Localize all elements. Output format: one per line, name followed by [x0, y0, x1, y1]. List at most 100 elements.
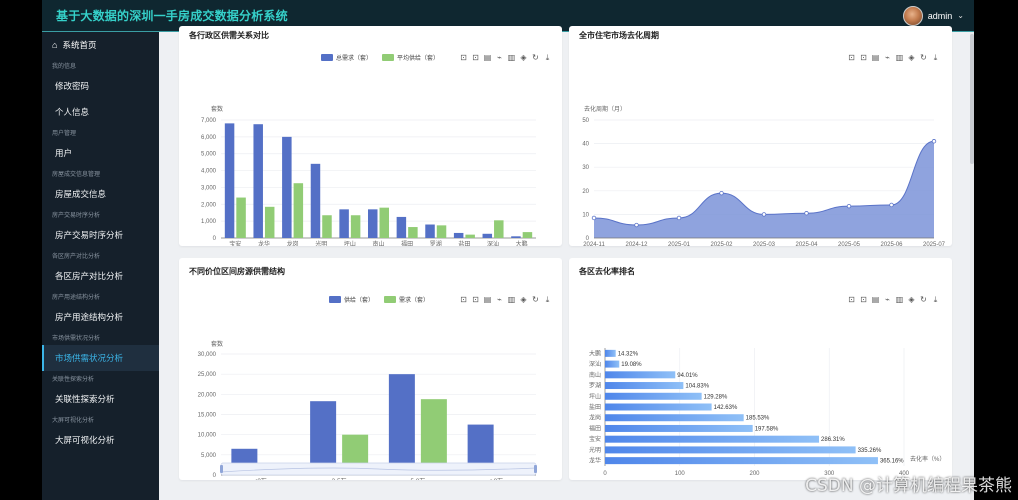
chart-legend[interactable]: 总需求（套） 平均供给（套） [321, 53, 439, 62]
data-label: 129.28% [704, 394, 728, 400]
toolbox-icon-0[interactable]: ⊡ [460, 295, 467, 304]
chart-toolbox[interactable]: ⊡ ⊡ ▤ ⌁ ▥ ◈ ↻ ⤓ [459, 53, 552, 63]
toolbox-icon-0[interactable]: ⊡ [848, 295, 855, 304]
toolbox-icon-2[interactable]: ▤ [483, 53, 492, 62]
toolbox-icon-6[interactable]: ↻ [532, 295, 539, 304]
data-label: 335.26% [858, 448, 882, 454]
toolbox-icon-0[interactable]: ⊡ [460, 53, 467, 62]
area-chart: 去化周期（月） 0 10 20 30 40 50 2024-11 2024-12 2025-01 2… [582, 105, 945, 246]
y-tick-label: 30,000 [198, 352, 217, 358]
legend-item[interactable]: 供给（套） [329, 295, 374, 304]
toolbox-icon-4[interactable]: ▥ [507, 295, 516, 304]
chevron-down-icon[interactable]: ⌄ [957, 11, 964, 20]
toolbox-icon-1[interactable]: ⊡ [472, 53, 479, 62]
y-tick-label: 15,000 [198, 413, 217, 419]
y-tick-label: 25,000 [198, 372, 217, 378]
y-tick-label: 福田 [589, 424, 601, 432]
sidebar-item-7-0[interactable]: 关联性探索分析 [55, 394, 115, 404]
datazoom-handle-left [220, 465, 223, 473]
horizontal-bar-chart: 0 100 200 300 400 去化率（%） 大鹏 14.32% 深汕 19.08% 南山 94.… [589, 348, 945, 477]
sidebar-group-label: 关联性探索分析 [52, 377, 95, 383]
toolbox-icon-6[interactable]: ↻ [532, 53, 539, 62]
toolbox-icon-7[interactable]: ⤓ [933, 295, 938, 304]
x-tick-label: 2024-11 [583, 242, 605, 246]
toolbox-icon-3[interactable]: ⌁ [497, 53, 502, 62]
sidebar-item-0-1[interactable]: 个人信息 [55, 107, 90, 117]
chart-toolbox[interactable]: ⊡ ⊡ ▤ ⌁ ▥ ◈ ↻ ⤓ [847, 53, 940, 63]
toolbox-icon-1[interactable]: ⊡ [860, 295, 867, 304]
toolbox-icon-6[interactable]: ↻ [920, 53, 927, 62]
user-menu[interactable]: admin ⌄ [902, 5, 964, 26]
y-tick-label: 2,000 [201, 202, 217, 208]
y-tick-label: 龙华 [589, 457, 601, 465]
x-tick-label: 5-8万 [411, 478, 426, 480]
toolbox-icon-5[interactable]: ◈ [908, 295, 915, 304]
username[interactable]: admin [927, 10, 953, 21]
y-tick-label: 深汕 [589, 360, 601, 368]
sidebar-item-0-0[interactable]: 修改密码 [55, 81, 90, 91]
sidebar-item-3-0[interactable]: 房产交易时序分析 [55, 230, 124, 240]
x-tick-label: 300 [824, 471, 835, 477]
bar [253, 124, 263, 238]
sidebar-item-2-0[interactable]: 房屋成交信息 [55, 189, 107, 199]
chart-card-price-range-structure: 不同价位区间房源供需结构 供给（套） 需求（套） ⊡ ⊡ ▤ ⌁ ▥ ◈ ↻ ⤓ 套数 0 5,00… [179, 258, 562, 480]
bar [388, 374, 415, 475]
scrollbar-thumb[interactable] [970, 34, 974, 164]
sidebar-group-label: 房屋成交信息管理 [52, 172, 101, 178]
sidebar-item-4-0[interactable]: 各区房产对比分析 [55, 271, 124, 281]
sidebar-group-label: 各区房产对比分析 [52, 254, 101, 260]
toolbox-icon-7[interactable]: ⤓ [933, 53, 938, 62]
sidebar-item-8-0[interactable]: 大屏可视化分析 [55, 435, 115, 445]
toolbox-icon-0[interactable]: ⊡ [848, 53, 855, 62]
watermark: CSDN @计算机编程果茶熊 [805, 476, 1012, 496]
toolbox-icon-2[interactable]: ▤ [871, 295, 880, 304]
sidebar-item-5-0[interactable]: 房产用途结构分析 [55, 312, 124, 322]
x-tick-label: 2024-12 [625, 242, 648, 246]
sidebar-group-label: 我的信息 [52, 64, 77, 70]
bar [420, 399, 447, 475]
sidebar-group-label: 大屏可视化分析 [52, 418, 95, 424]
legend-item[interactable]: 总需求（套） [321, 53, 372, 62]
chart-legend[interactable]: 供给（套） 需求（套） [329, 295, 429, 304]
bar [322, 215, 332, 238]
toolbox-icon-3[interactable]: ⌁ [885, 53, 890, 62]
x-tick-label: 宝安 [229, 240, 241, 246]
y-axis-title: 去化周期（月） [584, 105, 626, 113]
y-tick-label: 5,000 [201, 453, 217, 459]
sidebar-item-home[interactable]: ⌂ 系统首页 [42, 32, 159, 58]
page-scrollbar[interactable] [970, 32, 974, 500]
toolbox-icon-2[interactable]: ▤ [871, 53, 880, 62]
toolbox-icon-5[interactable]: ◈ [908, 53, 915, 62]
toolbox-icon-1[interactable]: ⊡ [860, 53, 867, 62]
y-tick-label: 盐田 [589, 403, 601, 411]
x-tick-label: <3万 [254, 478, 267, 480]
bar [482, 233, 493, 238]
legend-item[interactable]: 平均供给（套） [382, 53, 439, 62]
toolbox-icon-4[interactable]: ▥ [895, 53, 904, 62]
chart-toolbox[interactable]: ⊡ ⊡ ▤ ⌁ ▥ ◈ ↻ ⤓ [847, 295, 940, 305]
bar [522, 232, 533, 238]
bar [453, 232, 464, 238]
sidebar-item-1-0[interactable]: 用户 [55, 148, 73, 158]
toolbox-icon-4[interactable]: ▥ [895, 295, 904, 304]
legend-swatch [321, 54, 333, 61]
toolbox-icon-7[interactable]: ⤓ [545, 53, 550, 62]
chart-card-district-supply-demand: 各行政区供需关系对比 总需求（套） 平均供给（套） ⊡ ⊡ ▤ ⌁ ▥ ◈ ↻ ⤓ 套数 0 1,0… [179, 26, 562, 246]
toolbox-icon-4[interactable]: ▥ [507, 53, 516, 62]
x-tick-label: 2025-06 [880, 242, 903, 246]
x-tick-label: 龙华 [258, 240, 270, 246]
avatar[interactable] [902, 5, 923, 26]
chart-toolbox[interactable]: ⊡ ⊡ ▤ ⌁ ▥ ◈ ↻ ⤓ [459, 295, 552, 305]
toolbox-icon-5[interactable]: ◈ [520, 53, 527, 62]
chart-card-destocking-ranking: 各区去化率排名 ⊡ ⊡ ▤ ⌁ ▥ ◈ ↻ ⤓ 0 100 200 300 400 去化率（%） 大鹏 14… [569, 258, 952, 480]
sidebar-item-6-0[interactable]: 市场供需状况分析 [42, 345, 159, 371]
toolbox-icon-2[interactable]: ▤ [483, 295, 492, 304]
toolbox-icon-6[interactable]: ↻ [920, 295, 927, 304]
toolbox-icon-7[interactable]: ⤓ [545, 295, 550, 304]
toolbox-icon-3[interactable]: ⌁ [885, 295, 890, 304]
legend-item[interactable]: 需求（套） [384, 295, 429, 304]
x-tick-label: 南山 [372, 240, 384, 246]
toolbox-icon-5[interactable]: ◈ [520, 295, 527, 304]
toolbox-icon-1[interactable]: ⊡ [472, 295, 479, 304]
toolbox-icon-3[interactable]: ⌁ [497, 295, 502, 304]
